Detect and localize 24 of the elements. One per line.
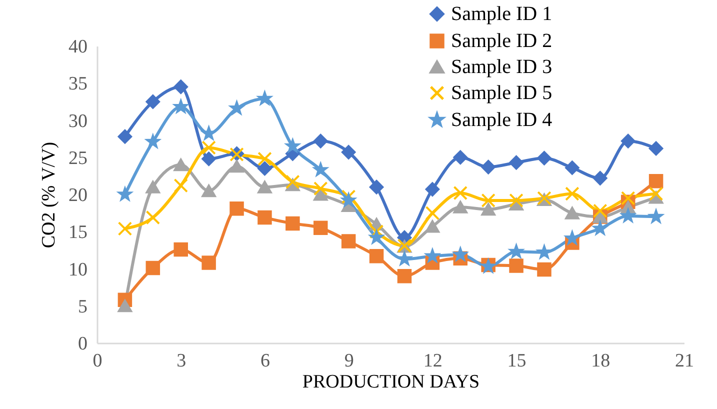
y-tick-label: 40: [68, 36, 88, 58]
x-axis-title: PRODUCTION DAYS: [302, 372, 480, 392]
legend-label: Sample ID 5: [451, 82, 552, 104]
y-tick-label: 15: [68, 222, 88, 244]
y-tick-label: 0: [78, 334, 88, 354]
x-tick-label: 6: [260, 350, 270, 372]
x-tick-label: 18: [591, 350, 610, 372]
legend-label: Sample ID 3: [451, 56, 552, 78]
x-tick-label: 12: [423, 350, 442, 372]
y-tick-label: 30: [68, 110, 88, 132]
x-tick-label: 21: [675, 350, 694, 372]
y-tick-label: 20: [68, 185, 88, 206]
x-tick-label: 9: [344, 350, 354, 372]
x-tick-label: 15: [507, 350, 526, 372]
y-tick-label: 25: [68, 148, 88, 169]
x-tick-label: 3: [176, 350, 186, 372]
y-tick-label: 35: [68, 74, 88, 95]
legend-label: Sample ID 1: [451, 3, 552, 25]
x-tick-label: 0: [92, 350, 102, 372]
y-tick-label: 10: [68, 259, 88, 280]
y-tick-label: 5: [78, 296, 88, 318]
y-axis-title: CO2 (% V/V): [38, 142, 60, 248]
legend-label: Sample ID 2: [451, 30, 552, 52]
legend-label: Sample ID 4: [451, 109, 552, 131]
